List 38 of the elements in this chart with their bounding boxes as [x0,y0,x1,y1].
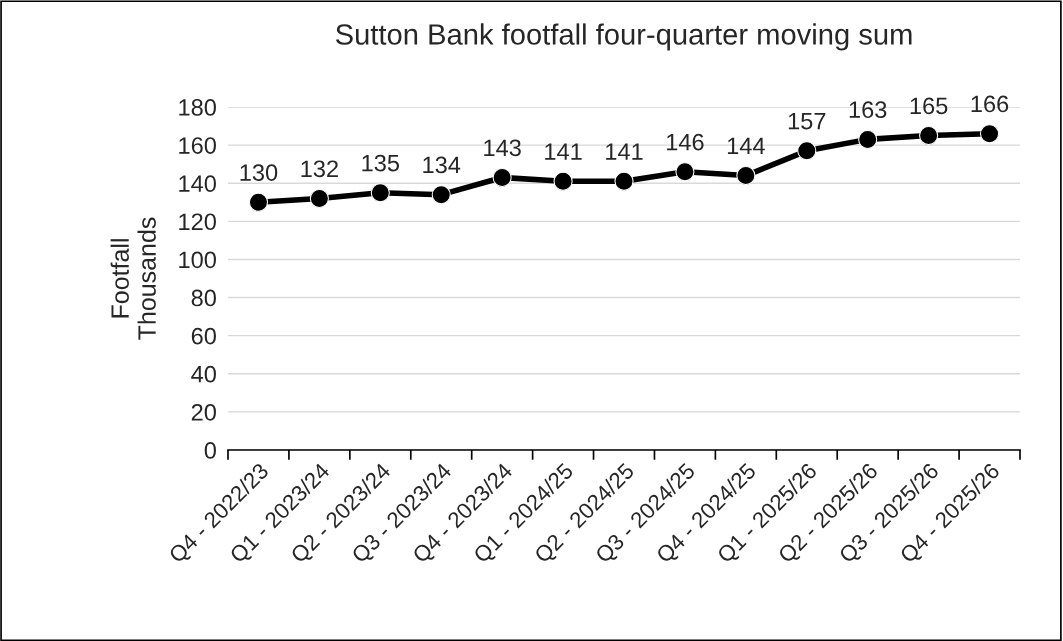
data-label: 166 [971,95,1009,113]
point [248,192,269,212]
y-tick-label: 60 [191,327,216,345]
y-tick-label: 20 [191,403,216,421]
point [370,183,390,203]
y-tick-label: 140 [179,175,216,193]
data-label: 157 [788,113,826,130]
point [431,185,451,205]
data-label: 141 [606,143,643,160]
y-tick-label: 120 [179,213,216,231]
data-label: 144 [727,137,765,155]
point [675,162,695,182]
y-tick-label: 0 [204,442,216,459]
data-label: 132 [301,160,338,178]
point [919,126,939,146]
y-tick-label: 80 [191,289,216,307]
y-tick-label: 180 [179,99,216,116]
data-label: 165 [910,97,948,115]
point [553,171,573,191]
point [858,129,878,149]
data-label: 163 [849,101,887,119]
data-label: 134 [423,156,461,174]
data-label: 130 [240,164,278,181]
point [979,124,1000,144]
data-label: 146 [667,133,704,151]
point [614,171,634,191]
y-axis-title: Footfall Thousands [110,217,156,340]
data-label: 141 [545,143,582,160]
point [797,141,817,161]
chart-title: Sutton Bank footfall four-quarter moving sum [335,23,912,51]
y-tick-label: 160 [179,137,216,154]
data-label: 143 [484,139,521,157]
y-tick-label: 100 [179,251,216,269]
point [736,166,756,186]
y-tick-label: 40 [191,365,216,383]
point [309,188,329,209]
data-label: 135 [362,154,400,172]
point [492,167,512,188]
